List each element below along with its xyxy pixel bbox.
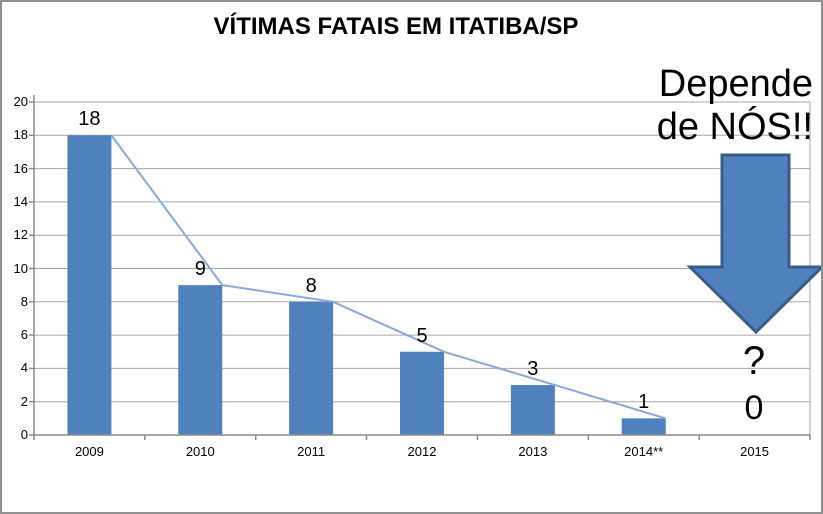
x-axis-label-2011: 2011 [297,444,326,459]
trend-line [110,134,666,420]
bar-2009 [67,135,112,436]
down-arrow-icon [686,153,821,335]
annotation-zero: 0 [744,389,764,427]
y-axis-label-6: 6 [20,327,28,343]
data-label-2013: 3 [527,358,539,381]
x-axis-label-2015: 2015 [740,444,770,459]
bar-2012 [400,351,444,435]
data-label-2012: 5 [416,324,428,347]
y-axis-label-18: 18 [13,127,28,143]
x-axis-label-2009: 2009 [74,444,104,459]
bar-2013 [510,385,555,435]
y-axis-label-4: 4 [20,360,28,376]
y-axis-label-20: 20 [13,94,28,109]
annotation-line1: Depende [658,63,813,105]
data-label-2009: 18 [78,108,101,131]
x-axis-label-2010: 2010 [185,444,215,459]
y-axis-label-2: 2 [20,393,28,409]
y-axis-label-8: 8 [20,293,28,309]
x-axis-label-2013: 2013 [518,444,548,459]
annotation-depende: Depende de NÓS!! [657,63,813,149]
y-axis-label-14: 14 [13,193,28,209]
annotation-question-mark: ? [742,339,766,383]
y-axis-label-12: 12 [13,227,28,243]
bar-2014 [621,418,666,435]
y-axis-label-0: 0 [20,427,28,442]
data-label-2011: 8 [305,274,317,297]
annotation-line2: de NÓS!! [656,106,813,148]
x-axis-label-2012: 2012 [407,444,437,459]
x-axis-label-2014: 2014** [624,444,664,459]
data-label-2014: 1 [638,391,650,414]
y-axis-label-16: 16 [13,160,28,176]
bar-2010 [178,285,223,435]
y-axis-label-10: 10 [13,260,28,276]
chart-title: VÍTIMAS FATAIS EM ITATIBA/SP [213,13,579,40]
bar-2011 [289,301,334,435]
data-label-2010: 9 [194,258,206,281]
